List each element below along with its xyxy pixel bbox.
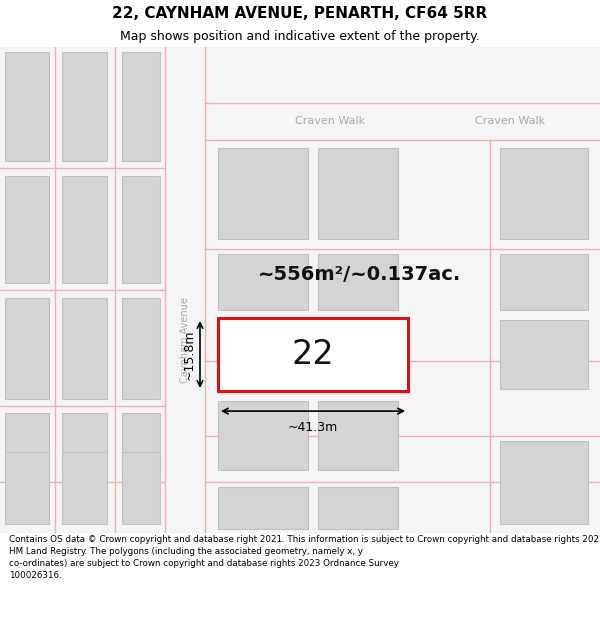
Bar	[5, 298, 49, 399]
Text: 22: 22	[292, 338, 334, 371]
Text: Contains OS data © Crown copyright and database right 2021. This information is : Contains OS data © Crown copyright and d…	[9, 535, 600, 579]
Bar	[62, 413, 107, 476]
Bar	[318, 254, 398, 310]
Bar	[218, 148, 308, 239]
Bar	[5, 451, 49, 524]
Bar	[122, 176, 160, 282]
Bar	[218, 487, 308, 529]
Text: 22, CAYNHAM AVENUE, PENARTH, CF64 5RR: 22, CAYNHAM AVENUE, PENARTH, CF64 5RR	[112, 6, 488, 21]
Text: ~41.3m: ~41.3m	[288, 421, 338, 434]
Bar	[318, 487, 398, 529]
Text: Craven Walk: Craven Walk	[475, 116, 545, 126]
Bar	[122, 451, 160, 524]
Text: Caynham Avenue: Caynham Avenue	[180, 298, 190, 383]
Text: ~15.8m: ~15.8m	[183, 329, 196, 379]
Bar	[62, 176, 107, 282]
Text: ~556m²/~0.137ac.: ~556m²/~0.137ac.	[259, 265, 461, 284]
Bar	[218, 254, 308, 310]
Bar	[62, 451, 107, 524]
Bar	[122, 298, 160, 399]
Bar	[5, 413, 49, 476]
Bar	[122, 413, 160, 476]
Bar	[5, 176, 49, 282]
Bar	[62, 298, 107, 399]
Bar	[318, 401, 398, 470]
Bar	[500, 148, 588, 239]
Bar	[500, 320, 588, 389]
Text: Map shows position and indicative extent of the property.: Map shows position and indicative extent…	[120, 30, 480, 43]
Bar	[500, 254, 588, 310]
Bar	[318, 148, 398, 239]
Bar	[62, 52, 107, 161]
Bar	[218, 401, 308, 470]
Bar	[122, 52, 160, 161]
Bar	[500, 441, 588, 524]
Bar	[218, 318, 408, 391]
Bar	[5, 52, 49, 161]
Text: Craven Walk: Craven Walk	[295, 116, 365, 126]
